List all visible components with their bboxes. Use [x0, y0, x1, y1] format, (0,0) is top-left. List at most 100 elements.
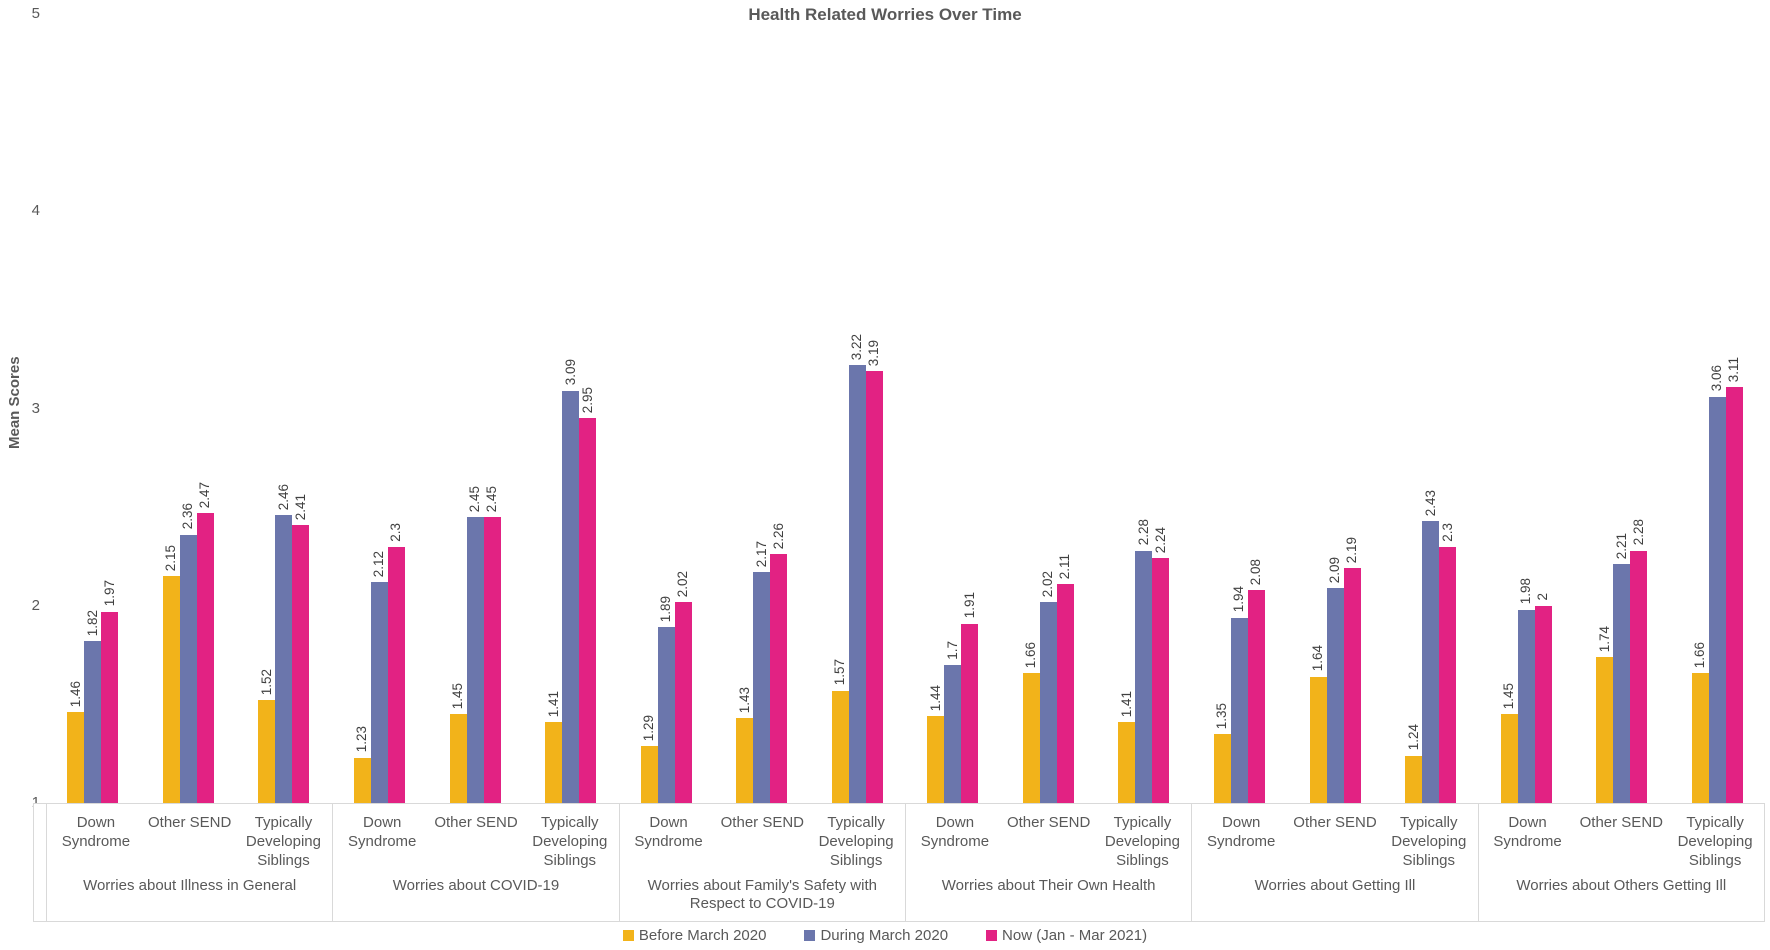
bar-column: 1.24	[1405, 724, 1423, 803]
category-axis-group: Down Syndrome Other SEND Typically Develop…	[620, 804, 906, 921]
bar-value-label: 1.82	[84, 609, 100, 637]
legend-swatch	[622, 930, 634, 941]
bar-value-label: 1.35	[1214, 702, 1230, 729]
bar-value-label: 2.46	[275, 483, 291, 511]
bar-column: 2.3	[387, 522, 405, 803]
bar-column: 1.45	[449, 683, 467, 803]
bar-value-label: 2.95	[579, 387, 595, 414]
bar	[1247, 589, 1265, 803]
bar-subgroup: 1.64 2.09 2.19	[1287, 0, 1383, 803]
bar-value-label: 2	[1535, 593, 1551, 601]
bar-subgroup: 1.46 1.82 1.97	[45, 0, 141, 803]
category-label: Typically Developing Siblings	[1391, 814, 1467, 869]
category-axis-group: Down Syndrome Other SEND Typically Develop…	[906, 804, 1193, 921]
bar-column: 1.57	[831, 659, 849, 803]
bar-value-label: 1.41	[1118, 690, 1134, 718]
bar	[196, 513, 214, 803]
bar-subgroup: 1.24 2.43 2.3	[1383, 0, 1479, 803]
bar-value-label: 1.45	[1501, 682, 1517, 710]
bar	[483, 517, 501, 803]
bar	[1326, 588, 1344, 803]
bar	[1135, 550, 1153, 803]
bar	[562, 390, 580, 803]
bar-value-label: 1.43	[736, 686, 752, 714]
category-label: Other SEND	[147, 814, 232, 831]
bar	[1230, 617, 1248, 803]
legend-swatch	[986, 930, 998, 941]
category-axis: Down Syndrome Other SEND Typically Develop…	[33, 803, 1765, 922]
bar-value-label: 2.45	[467, 485, 483, 512]
bar-value-label: 2.3	[388, 522, 404, 542]
bar-column: 1.35	[1213, 702, 1231, 803]
bar	[736, 718, 754, 803]
bar-value-label: 1.98	[1518, 578, 1534, 605]
bar-value-label: 2.47	[197, 481, 213, 509]
bar-value-label: 1.7	[944, 641, 960, 660]
bar-column: 2.36	[179, 503, 197, 803]
bar	[1596, 657, 1614, 803]
bar	[353, 757, 371, 803]
bar-value-label: 3.11	[1726, 356, 1742, 382]
bar-value-label: 2.17	[753, 540, 769, 568]
bar-column: 1.98	[1517, 578, 1535, 803]
group-axis-label: Worries about Getting Ill	[1254, 877, 1416, 894]
bar-column: 2.43	[1422, 490, 1440, 803]
bar-column: 1.41	[1118, 690, 1136, 803]
bar	[770, 554, 788, 803]
bar-column: 3.06	[1708, 365, 1726, 803]
bar-subgroup: 1.43 2.17 2.26	[714, 0, 810, 803]
bar-value-label: 1.44	[927, 684, 943, 712]
category-label: Typically Developing Siblings	[1677, 814, 1753, 869]
bar-column: 1.66	[1691, 642, 1709, 803]
bar-column: 2.45	[466, 485, 484, 803]
category-label: Typically Developing Siblings	[1104, 814, 1180, 869]
bar-column: 2.26	[770, 523, 788, 803]
bar	[753, 572, 771, 803]
legend-label: Before March 2020	[638, 927, 767, 944]
bar-column: 2	[1534, 593, 1552, 803]
bar	[944, 664, 962, 803]
bar-group: 1.46 1.82 1.97 2.15 2.36 2.47 1.52 2.46 2.41	[45, 0, 332, 803]
bar-group: 1.29 1.89 2.02 1.43 2.17 2.26 1.57 3.22 3.19	[618, 0, 905, 803]
bar	[1534, 605, 1552, 803]
legend: Before March 2020 During March 2020 Now (J…	[0, 927, 1770, 944]
group-axis-label: Worries about Illness in General	[83, 877, 297, 894]
bar-value-label: 2.02	[1040, 570, 1056, 597]
bar	[101, 611, 119, 803]
bar-subgroup: 1.52 2.46 2.41	[236, 0, 332, 803]
category-labels-row: Down Syndrome Other SEND Typically Develop…	[1479, 813, 1764, 877]
bar	[1422, 520, 1440, 803]
bar-value-label: 1.24	[1405, 724, 1421, 751]
bar-column: 2.02	[1039, 570, 1057, 803]
bar-value-label: 1.29	[641, 714, 657, 741]
bar	[370, 582, 388, 803]
bar-subgroup: 1.41 3.09 2.95	[523, 0, 619, 803]
bar-column: 1.23	[353, 726, 371, 803]
bar	[1517, 609, 1535, 803]
bar	[545, 722, 563, 803]
bar-value-label: 2.11	[1057, 553, 1073, 580]
bar-column: 2.09	[1326, 557, 1344, 803]
bar-subgroup: 1.29 1.89 2.02	[618, 0, 714, 803]
bar-value-label: 2.26	[770, 523, 786, 550]
bar-value-label: 2.12	[371, 550, 387, 578]
bar-value-label: 2.15	[163, 544, 179, 572]
bar-value-label: 1.97	[101, 580, 117, 607]
category-labels-row: Down Syndrome Other SEND Typically Develop…	[1192, 813, 1477, 877]
bar	[1213, 733, 1231, 803]
bar-value-label: 2.02	[675, 570, 691, 597]
bar-column: 1.52	[258, 669, 276, 803]
category-axis-group: Down Syndrome Other SEND Typically Develop…	[1192, 804, 1479, 921]
bar-column: 2.11	[1056, 553, 1074, 803]
bar	[927, 716, 945, 803]
bar	[657, 627, 675, 803]
bar-column: 2.95	[579, 387, 597, 803]
category-axis-left-stub	[34, 804, 47, 921]
bar-column: 2.28	[1630, 519, 1648, 803]
bar-column: 1.44	[927, 684, 945, 803]
bar-subgroup: 2.15 2.36 2.47	[141, 0, 237, 803]
bar-subgroup: 1.45 2.45 2.45	[427, 0, 523, 803]
bar-value-label: 1.91	[961, 592, 977, 619]
bar	[387, 546, 405, 803]
category-axis-group: Down Syndrome Other SEND Typically Develop…	[47, 804, 334, 921]
